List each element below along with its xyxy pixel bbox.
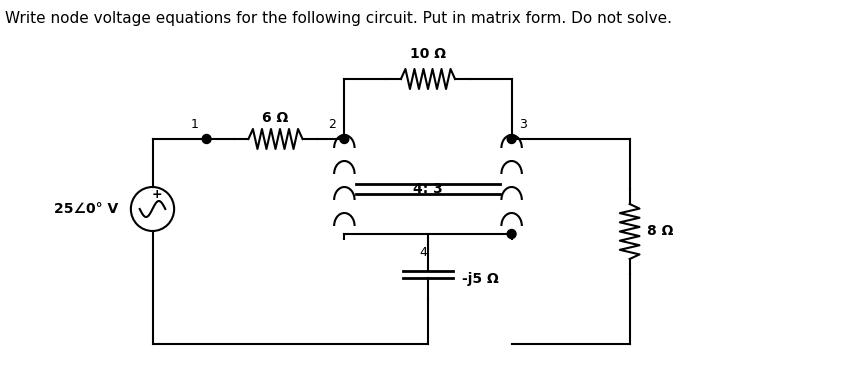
Circle shape [507, 230, 516, 238]
Text: 2: 2 [329, 118, 337, 131]
Text: 8 Ω: 8 Ω [647, 224, 674, 238]
Text: 4: 3: 4: 3 [413, 182, 443, 196]
Text: Write node voltage equations for the following circuit. Put in matrix form. Do n: Write node voltage equations for the fol… [5, 11, 672, 26]
Text: 4: 4 [419, 246, 427, 259]
Text: 3: 3 [520, 118, 527, 131]
Text: +: + [152, 189, 163, 202]
Text: -j5 Ω: -j5 Ω [462, 272, 499, 286]
Circle shape [202, 135, 211, 144]
Text: 6 Ω: 6 Ω [262, 111, 288, 125]
Text: 10 Ω: 10 Ω [410, 47, 446, 61]
Circle shape [507, 135, 516, 144]
Circle shape [340, 135, 349, 144]
Text: 25∠0° V: 25∠0° V [53, 202, 118, 216]
Text: 1: 1 [191, 118, 198, 131]
